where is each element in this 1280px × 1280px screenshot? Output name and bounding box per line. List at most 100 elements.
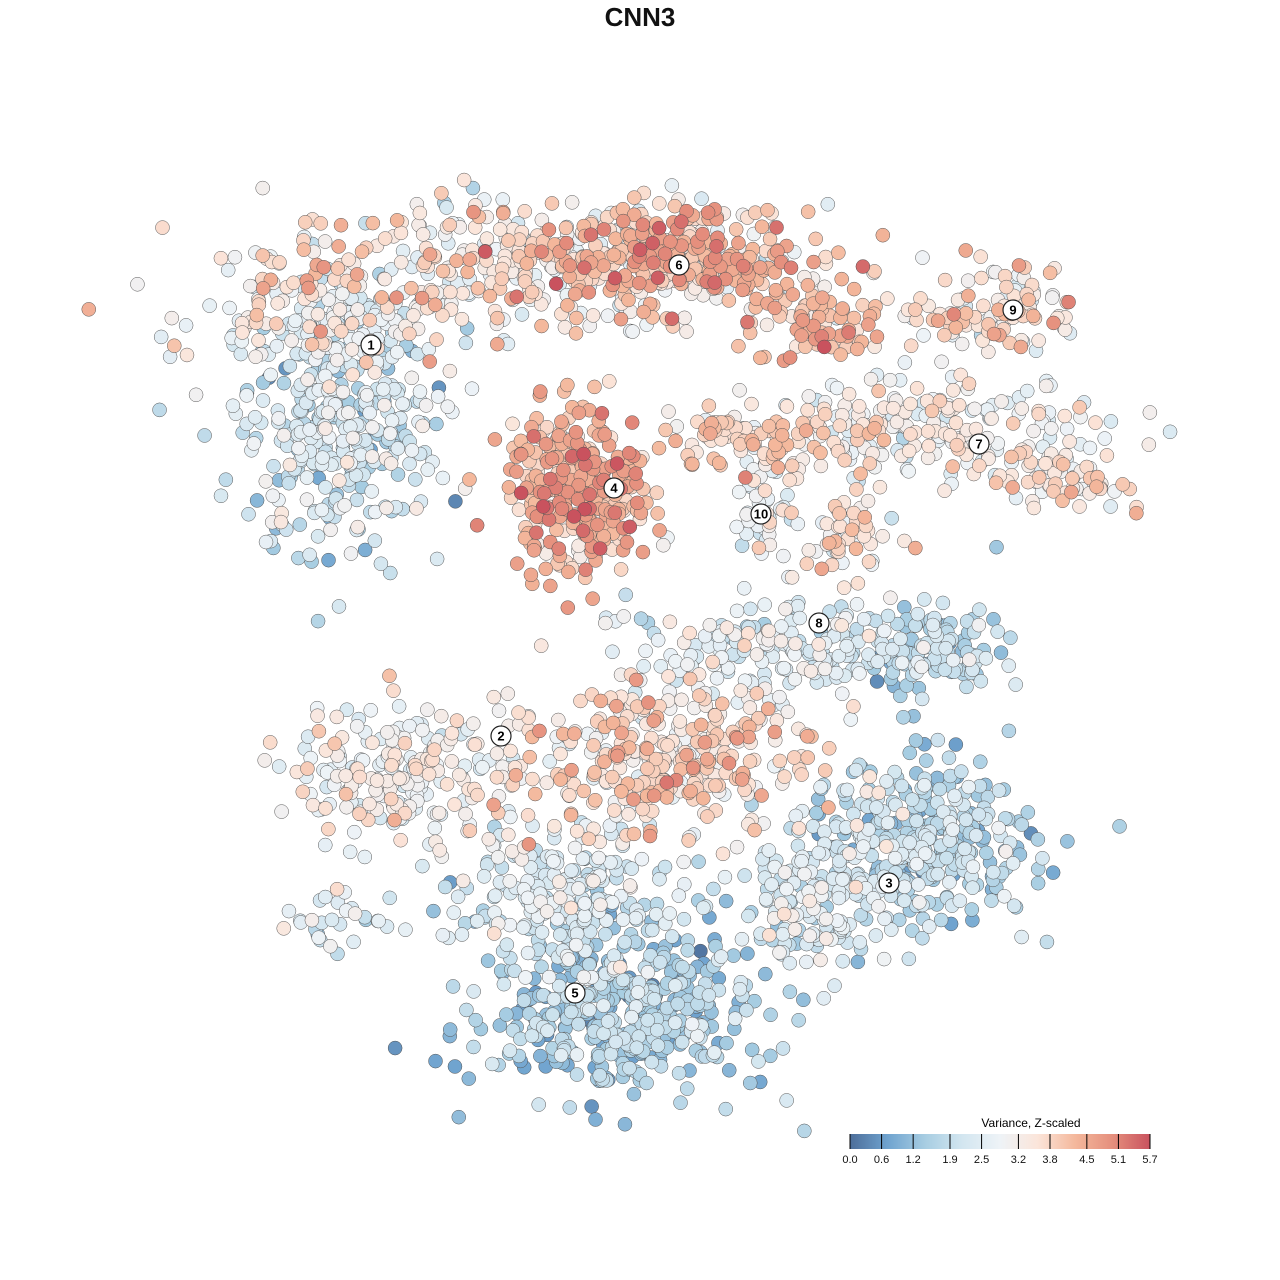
data-point [644,922,660,938]
data-point [390,467,406,482]
data-point [634,851,650,867]
data-point [662,906,677,921]
data-point [803,663,819,679]
data-point [831,648,847,664]
data-point [737,868,752,883]
data-point [848,879,864,895]
data-point [513,447,529,462]
data-point [802,893,817,909]
data-point [674,214,689,229]
data-point [435,470,451,486]
data-point [551,712,566,728]
data-point [961,376,977,391]
data-point [502,1043,518,1058]
data-point [856,611,872,627]
data-point [702,617,718,633]
data-point [426,903,441,919]
data-point [794,328,809,343]
data-point [776,548,791,564]
data-point [448,494,463,509]
data-point [633,611,649,626]
data-point [954,336,970,352]
data-point [846,699,861,714]
data-point [978,651,994,666]
data-point [657,859,673,875]
data-point [761,418,777,434]
data-point [197,428,212,443]
data-point [489,746,505,761]
data-point [621,445,637,461]
data-point [650,632,666,648]
data-point [817,406,833,422]
data-point [832,418,848,433]
data-point [548,276,564,292]
data-point [455,873,471,889]
data-point [811,637,827,652]
data-point [867,421,882,436]
data-point [871,383,886,399]
data-point [432,842,447,858]
data-point [1005,416,1021,431]
data-point [516,920,531,935]
data-point [990,624,1005,639]
data-point [779,1093,794,1108]
data-point [316,260,331,275]
data-point [322,379,337,395]
data-point [452,767,467,783]
data-point [972,458,987,473]
data-point [813,445,828,460]
data-point [630,985,646,1000]
data-point [1042,265,1058,281]
data-point [934,354,949,370]
data-point [622,878,638,893]
data-point [588,1112,603,1127]
data-point [613,562,629,577]
data-point [621,807,636,822]
data-point [667,1015,683,1030]
data-point [520,890,536,906]
data-point [404,370,419,386]
data-point [415,418,430,434]
data-point [657,246,673,262]
data-point [708,778,723,793]
data-point [408,761,424,777]
data-point [596,222,612,237]
data-point [718,1101,733,1117]
data-point [972,602,987,617]
data-point [870,654,885,669]
data-point [617,935,632,950]
data-point [598,615,613,631]
data-point [671,1065,687,1081]
data-point [318,421,333,436]
data-point [1030,832,1046,847]
data-point [292,517,308,532]
data-point [800,204,816,219]
data-point [394,255,409,270]
data-point [831,245,846,260]
data-point [902,745,917,761]
data-point [961,779,976,795]
data-point [313,216,328,231]
data-point [395,396,410,412]
data-point [291,440,306,456]
data-point [220,262,236,278]
data-point [782,984,798,999]
data-point [610,748,625,764]
data-point [586,873,601,889]
data-point [861,317,876,332]
data-point [442,363,458,379]
data-point [850,341,865,357]
data-point [800,278,816,293]
data-point [744,396,759,412]
data-point [377,231,393,246]
data-point [475,760,490,775]
data-point [505,416,520,432]
data-point [1062,434,1077,449]
data-point [852,666,867,681]
data-point [516,993,532,1008]
data-point [850,576,866,591]
data-point [705,654,720,670]
data-point [222,300,237,316]
data-point [427,820,443,836]
data-point [948,737,964,752]
